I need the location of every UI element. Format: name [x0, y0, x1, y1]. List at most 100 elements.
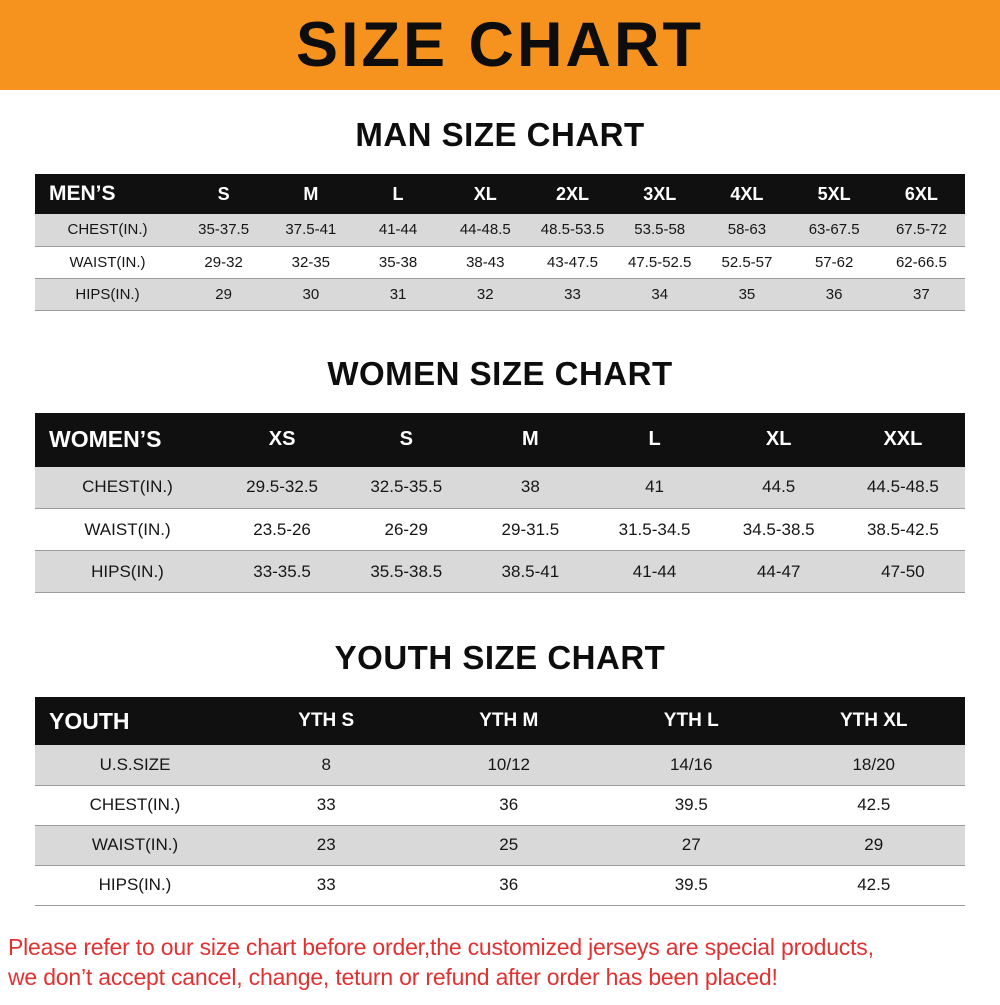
size-value-cell: 29-31.5	[468, 509, 592, 551]
size-header-cell: 3XL	[616, 174, 703, 214]
size-header-cell: XXL	[841, 413, 965, 467]
size-value-cell: 37.5-41	[267, 214, 354, 246]
size-value-cell: 34	[616, 278, 703, 310]
size-value-cell: 23.5-26	[220, 509, 344, 551]
size-value-cell: 33	[529, 278, 616, 310]
row-label-cell: HIPS(IN.)	[35, 278, 180, 310]
size-value-cell: 14/16	[600, 745, 783, 785]
size-header-cell: YTH XL	[783, 697, 966, 745]
size-value-cell: 38.5-41	[468, 551, 592, 593]
size-header-cell: 6XL	[878, 174, 965, 214]
size-value-cell: 39.5	[600, 785, 783, 825]
size-value-cell: 10/12	[418, 745, 601, 785]
size-value-cell: 63-67.5	[791, 214, 878, 246]
size-value-cell: 67.5-72	[878, 214, 965, 246]
row-label-cell: U.S.SIZE	[35, 745, 235, 785]
size-value-cell: 34.5-38.5	[717, 509, 841, 551]
disclaimer-line-1: Please refer to our size chart before or…	[8, 932, 992, 963]
size-header-cell: M	[267, 174, 354, 214]
row-label-cell: HIPS(IN.)	[35, 865, 235, 905]
banner: SIZE CHART	[0, 0, 1000, 90]
size-value-cell: 35.5-38.5	[344, 551, 468, 593]
size-value-cell: 47.5-52.5	[616, 246, 703, 278]
size-value-cell: 38-43	[442, 246, 529, 278]
size-value-cell: 25	[418, 825, 601, 865]
size-value-cell: 42.5	[783, 785, 966, 825]
size-value-cell: 29-32	[180, 246, 267, 278]
size-value-cell: 38.5-42.5	[841, 509, 965, 551]
table-title-cell: YOUTH	[35, 697, 235, 745]
size-value-cell: 39.5	[600, 865, 783, 905]
size-value-cell: 26-29	[344, 509, 468, 551]
man-size-chart-heading: MAN SIZE CHART	[0, 116, 1000, 154]
size-value-cell: 41-44	[592, 551, 716, 593]
size-value-cell: 62-66.5	[878, 246, 965, 278]
size-header-cell: L	[592, 413, 716, 467]
size-value-cell: 42.5	[783, 865, 966, 905]
size-value-cell: 33	[235, 785, 418, 825]
table-title-cell: MEN’S	[35, 174, 180, 214]
size-value-cell: 47-50	[841, 551, 965, 593]
size-value-cell: 32	[442, 278, 529, 310]
size-value-cell: 37	[878, 278, 965, 310]
size-header-cell: XL	[717, 413, 841, 467]
size-header-cell: L	[354, 174, 441, 214]
size-value-cell: 44-48.5	[442, 214, 529, 246]
size-value-cell: 53.5-58	[616, 214, 703, 246]
size-value-cell: 23	[235, 825, 418, 865]
size-value-cell: 31	[354, 278, 441, 310]
size-value-cell: 33-35.5	[220, 551, 344, 593]
size-header-cell: S	[344, 413, 468, 467]
table-title-cell: WOMEN’S	[35, 413, 220, 467]
size-value-cell: 38	[468, 467, 592, 509]
size-value-cell: 44.5	[717, 467, 841, 509]
size-header-cell: M	[468, 413, 592, 467]
size-value-cell: 57-62	[791, 246, 878, 278]
size-value-cell: 29	[783, 825, 966, 865]
size-header-cell: 4XL	[703, 174, 790, 214]
size-value-cell: 52.5-57	[703, 246, 790, 278]
row-label-cell: WAIST(IN.)	[35, 825, 235, 865]
size-value-cell: 29.5-32.5	[220, 467, 344, 509]
size-value-cell: 29	[180, 278, 267, 310]
size-value-cell: 33	[235, 865, 418, 905]
size-header-cell: 5XL	[791, 174, 878, 214]
size-header-cell: YTH M	[418, 697, 601, 745]
row-label-cell: HIPS(IN.)	[35, 551, 220, 593]
size-value-cell: 43-47.5	[529, 246, 616, 278]
size-header-cell: XL	[442, 174, 529, 214]
row-label-cell: WAIST(IN.)	[35, 246, 180, 278]
size-header-cell: 2XL	[529, 174, 616, 214]
size-value-cell: 48.5-53.5	[529, 214, 616, 246]
size-value-cell: 30	[267, 278, 354, 310]
women-size-chart-heading: WOMEN SIZE CHART	[0, 355, 1000, 393]
row-label-cell: CHEST(IN.)	[35, 467, 220, 509]
size-value-cell: 36	[791, 278, 878, 310]
size-header-cell: XS	[220, 413, 344, 467]
disclaimer-line-2: we don’t accept cancel, change, teturn o…	[8, 962, 992, 993]
row-label-cell: CHEST(IN.)	[35, 214, 180, 246]
page-title: SIZE CHART	[296, 9, 704, 81]
size-value-cell: 44.5-48.5	[841, 467, 965, 509]
size-header-cell: YTH S	[235, 697, 418, 745]
disclaimer: Please refer to our size chart before or…	[0, 906, 1000, 1005]
size-value-cell: 44-47	[717, 551, 841, 593]
